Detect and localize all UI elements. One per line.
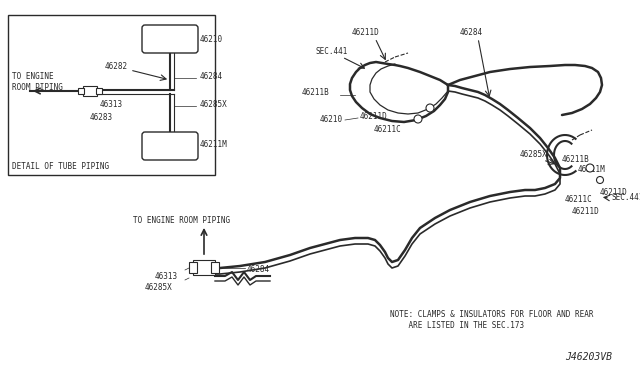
Text: 46211M: 46211M bbox=[578, 165, 605, 174]
Circle shape bbox=[596, 176, 604, 183]
Text: NOTE: CLAMPS & INSULATORS FOR FLOOR AND REAR: NOTE: CLAMPS & INSULATORS FOR FLOOR AND … bbox=[390, 310, 593, 319]
Bar bbox=[211, 262, 219, 273]
Bar bbox=[189, 262, 197, 273]
Bar bbox=[78, 88, 84, 94]
Text: SEC.441: SEC.441 bbox=[316, 47, 348, 56]
Circle shape bbox=[414, 115, 422, 123]
Text: 46211D: 46211D bbox=[352, 28, 380, 37]
Text: TO ENGINE ROOM PIPING: TO ENGINE ROOM PIPING bbox=[133, 216, 230, 225]
Text: 46284: 46284 bbox=[200, 72, 223, 81]
Text: 46284: 46284 bbox=[247, 265, 270, 274]
Text: 46284: 46284 bbox=[460, 28, 483, 37]
Circle shape bbox=[426, 104, 434, 112]
Text: 46211D: 46211D bbox=[572, 207, 600, 216]
Text: SEC.441: SEC.441 bbox=[612, 193, 640, 202]
Text: 46210: 46210 bbox=[200, 35, 223, 44]
Text: TO ENGINE
ROOM PIPING: TO ENGINE ROOM PIPING bbox=[12, 72, 63, 92]
Text: 46211D: 46211D bbox=[360, 112, 388, 121]
Text: 46211B: 46211B bbox=[302, 88, 330, 97]
Bar bbox=[83, 86, 97, 96]
Text: DETAIL OF TUBE PIPING: DETAIL OF TUBE PIPING bbox=[12, 162, 109, 171]
Text: 46285X: 46285X bbox=[145, 283, 173, 292]
Bar bbox=[8, 15, 215, 175]
Text: 46211B: 46211B bbox=[562, 155, 589, 164]
Text: 46211M: 46211M bbox=[200, 140, 228, 149]
Text: 46285X: 46285X bbox=[520, 150, 548, 159]
Text: 46283: 46283 bbox=[90, 113, 113, 122]
Text: 46211D: 46211D bbox=[600, 188, 628, 197]
Text: 46211C: 46211C bbox=[374, 125, 402, 134]
Bar bbox=[96, 88, 102, 94]
FancyBboxPatch shape bbox=[142, 132, 198, 160]
Text: 46313: 46313 bbox=[155, 272, 178, 281]
Text: ARE LISTED IN THE SEC.173: ARE LISTED IN THE SEC.173 bbox=[390, 321, 524, 330]
Circle shape bbox=[586, 164, 594, 172]
Text: 46211C: 46211C bbox=[565, 195, 593, 204]
Text: J46203VB: J46203VB bbox=[565, 352, 612, 362]
Text: 46210: 46210 bbox=[320, 115, 343, 124]
Bar bbox=[193, 260, 215, 275]
Text: 46285X: 46285X bbox=[200, 100, 228, 109]
Text: 46282: 46282 bbox=[105, 62, 128, 71]
FancyBboxPatch shape bbox=[142, 25, 198, 53]
Text: 46313: 46313 bbox=[100, 100, 123, 109]
